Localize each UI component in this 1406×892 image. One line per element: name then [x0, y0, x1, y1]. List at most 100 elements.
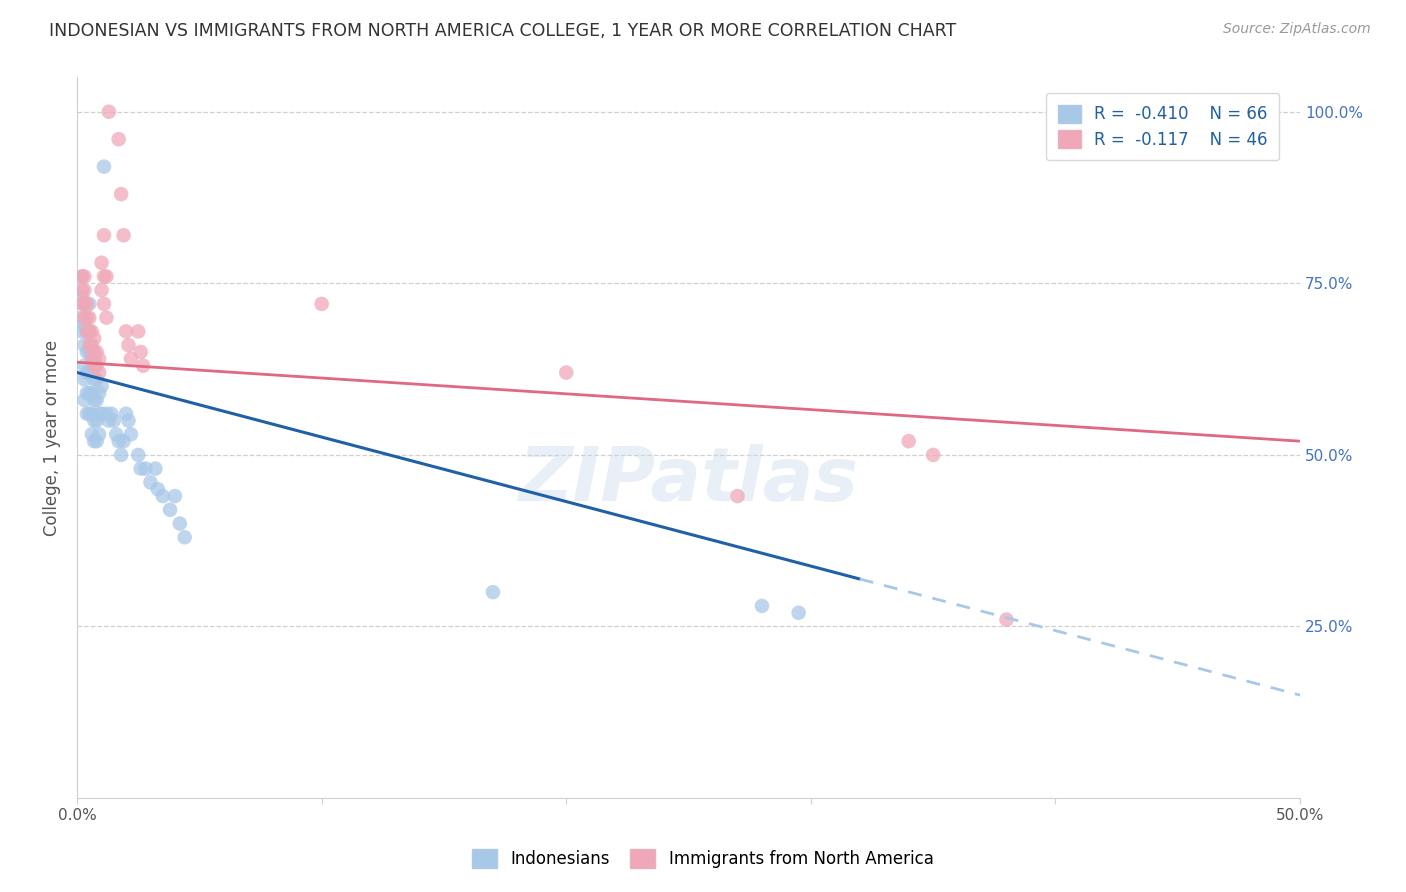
Point [80, 338, 103, 352]
Point [83, 331, 105, 345]
Point [73, 283, 96, 297]
Point [87, 386, 110, 401]
Point [135, 461, 157, 475]
Point [87, 366, 110, 380]
Point [922, 448, 945, 462]
Point [482, 585, 505, 599]
Point [93, 297, 115, 311]
Point [80, 386, 103, 401]
Point [86, 345, 108, 359]
Point [117, 338, 139, 352]
Point [76, 324, 98, 338]
Legend: R =  -0.410    N = 66, R =  -0.117    N = 46: R = -0.410 N = 66, R = -0.117 N = 46 [1046, 93, 1279, 161]
Point [83, 414, 105, 428]
Point [163, 489, 186, 503]
Point [80, 324, 103, 338]
Point [107, 434, 129, 449]
Point [73, 338, 96, 352]
Point [112, 434, 135, 449]
Point [90, 407, 112, 421]
Point [76, 310, 98, 325]
Point [76, 345, 98, 359]
Point [112, 228, 135, 243]
Point [110, 448, 132, 462]
Point [70, 310, 93, 325]
Point [80, 427, 103, 442]
Legend: Indonesians, Immigrants from North America: Indonesians, Immigrants from North Ameri… [465, 843, 941, 875]
Point [76, 366, 98, 380]
Point [173, 530, 195, 544]
Point [96, 310, 118, 325]
Point [86, 392, 108, 407]
Point [83, 372, 105, 386]
Point [73, 359, 96, 373]
Point [70, 283, 93, 297]
Point [107, 132, 129, 146]
Point [70, 297, 93, 311]
Point [105, 427, 128, 442]
Point [115, 324, 138, 338]
Point [96, 269, 118, 284]
Point [93, 269, 115, 284]
Point [169, 516, 191, 531]
Point [73, 297, 96, 311]
Point [79, 338, 101, 352]
Point [93, 160, 115, 174]
Point [70, 290, 93, 304]
Point [311, 297, 333, 311]
Point [79, 310, 101, 325]
Point [70, 269, 93, 284]
Point [110, 187, 132, 202]
Point [90, 283, 112, 297]
Point [76, 407, 98, 421]
Point [83, 392, 105, 407]
Point [96, 407, 118, 421]
Point [127, 324, 149, 338]
Point [79, 366, 101, 380]
Point [87, 351, 110, 366]
Point [146, 482, 169, 496]
Point [90, 379, 112, 393]
Point [787, 606, 810, 620]
Point [86, 359, 108, 373]
Point [73, 310, 96, 325]
Point [139, 475, 162, 490]
Text: ZIPatlas: ZIPatlas [519, 444, 859, 517]
Text: Source: ZipAtlas.com: Source: ZipAtlas.com [1223, 22, 1371, 37]
Point [129, 345, 152, 359]
Point [97, 414, 120, 428]
Point [80, 366, 103, 380]
Point [87, 427, 110, 442]
Point [80, 345, 103, 359]
Point [86, 414, 108, 428]
Point [127, 448, 149, 462]
Point [103, 414, 125, 428]
Point [79, 297, 101, 311]
Point [73, 392, 96, 407]
Point [86, 372, 108, 386]
Point [115, 407, 138, 421]
Point [73, 318, 96, 332]
Point [751, 599, 773, 613]
Point [83, 345, 105, 359]
Point [80, 407, 103, 421]
Point [100, 407, 122, 421]
Point [159, 503, 181, 517]
Point [97, 104, 120, 119]
Point [129, 461, 152, 475]
Text: INDONESIAN VS IMMIGRANTS FROM NORTH AMERICA COLLEGE, 1 YEAR OR MORE CORRELATION : INDONESIAN VS IMMIGRANTS FROM NORTH AMER… [49, 22, 956, 40]
Point [995, 613, 1018, 627]
Point [143, 461, 166, 475]
Point [76, 297, 98, 311]
Point [79, 324, 101, 338]
Point [83, 359, 105, 373]
Point [70, 269, 93, 284]
Point [87, 407, 110, 421]
Point [73, 269, 96, 284]
Point [152, 489, 174, 503]
Point [897, 434, 920, 449]
Point [76, 324, 98, 338]
Point [73, 372, 96, 386]
Point [73, 297, 96, 311]
Point [132, 359, 155, 373]
